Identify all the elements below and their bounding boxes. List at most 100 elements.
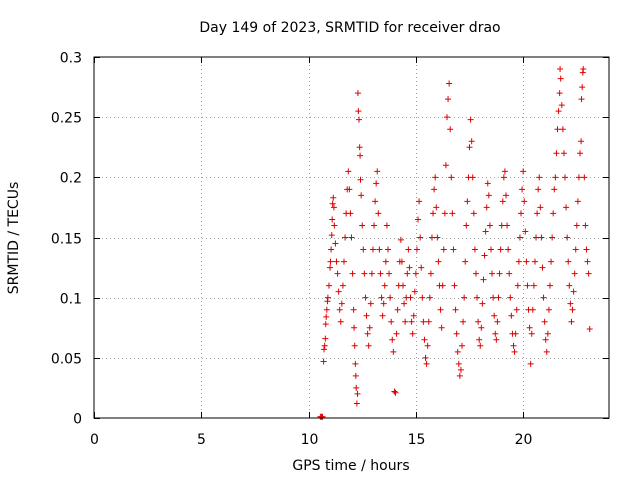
data-point — [540, 294, 547, 301]
data-point — [562, 174, 569, 181]
data-point — [412, 270, 419, 277]
data-point — [554, 126, 561, 133]
data-point — [432, 174, 439, 181]
data-point — [400, 282, 406, 289]
data-point — [387, 294, 394, 301]
data-point — [323, 313, 330, 320]
data-point — [504, 222, 511, 229]
data-point — [490, 294, 497, 301]
grid — [94, 57, 609, 418]
data-point — [505, 246, 512, 253]
chart-title: Day 149 of 2023, SRMTID for receiver dra… — [199, 20, 500, 36]
data-point — [327, 264, 334, 271]
data-point — [579, 84, 586, 91]
data-point — [567, 300, 574, 307]
data-point — [349, 270, 356, 277]
data-point — [537, 204, 544, 211]
data-point — [468, 138, 475, 145]
data-point — [443, 114, 450, 121]
y-tick-label: 0 — [73, 412, 82, 428]
data-point — [352, 360, 359, 367]
data-point — [506, 270, 513, 277]
data-point — [392, 389, 399, 396]
data-point — [454, 348, 461, 355]
data-point — [355, 108, 362, 115]
data-point — [328, 232, 335, 239]
data-point — [428, 234, 435, 241]
data-point — [469, 174, 476, 181]
data-point — [361, 270, 368, 277]
data-point — [585, 270, 592, 277]
data-point — [459, 342, 466, 349]
data-point — [494, 318, 501, 325]
data-point — [493, 336, 500, 343]
data-point — [415, 216, 422, 223]
data-point — [563, 204, 570, 211]
data-point — [479, 300, 486, 307]
data-point — [564, 234, 571, 241]
data-point — [583, 246, 590, 253]
data-point — [331, 222, 338, 229]
data-point — [481, 252, 488, 259]
data-point — [382, 258, 389, 265]
data-point — [404, 270, 411, 277]
data-point — [452, 306, 459, 313]
data-point — [362, 294, 369, 301]
data-point — [437, 306, 444, 313]
data-point — [551, 186, 558, 193]
data-point — [516, 234, 523, 241]
data-point — [497, 246, 504, 253]
data-point — [359, 222, 366, 229]
data-point — [553, 150, 560, 157]
data-point — [431, 186, 438, 193]
data-point — [368, 270, 375, 277]
data-point — [568, 318, 575, 325]
data-point — [438, 324, 445, 331]
data-point — [413, 246, 420, 253]
data-point — [423, 360, 430, 367]
data-point — [508, 312, 515, 319]
data-point — [539, 264, 546, 271]
data-point — [536, 174, 543, 181]
data-point — [328, 246, 335, 253]
data-point — [496, 270, 503, 277]
data-point — [442, 162, 449, 169]
data-point — [335, 288, 342, 295]
data-point — [515, 258, 522, 265]
data-point — [347, 210, 354, 217]
data-point — [503, 192, 509, 199]
data-point — [573, 222, 580, 229]
data-point — [357, 152, 364, 159]
data-point — [519, 186, 526, 193]
data-point — [333, 258, 340, 265]
data-point — [354, 390, 361, 397]
data-point — [541, 318, 548, 325]
data-point — [511, 348, 518, 355]
data-point — [446, 80, 453, 87]
data-point — [434, 234, 441, 241]
data-point — [425, 318, 432, 325]
data-point — [535, 186, 542, 193]
data-point — [524, 282, 531, 289]
data-point — [405, 246, 412, 253]
data-point — [484, 180, 491, 187]
data-point — [478, 324, 485, 331]
data-point — [410, 312, 417, 319]
data-point — [433, 204, 440, 211]
data-point — [430, 210, 437, 217]
data-point — [379, 312, 386, 319]
data-point — [533, 234, 540, 241]
data-point — [577, 150, 584, 157]
data-point — [372, 198, 379, 205]
data-point — [447, 126, 454, 133]
data-point — [500, 174, 507, 181]
y-tick-label: 0.2 — [60, 171, 82, 187]
data-point — [365, 342, 372, 349]
data-point — [351, 342, 358, 349]
data-point — [329, 200, 336, 207]
data-point — [575, 174, 582, 181]
data-point — [340, 258, 347, 265]
data-point — [581, 174, 588, 181]
data-point — [390, 348, 397, 355]
